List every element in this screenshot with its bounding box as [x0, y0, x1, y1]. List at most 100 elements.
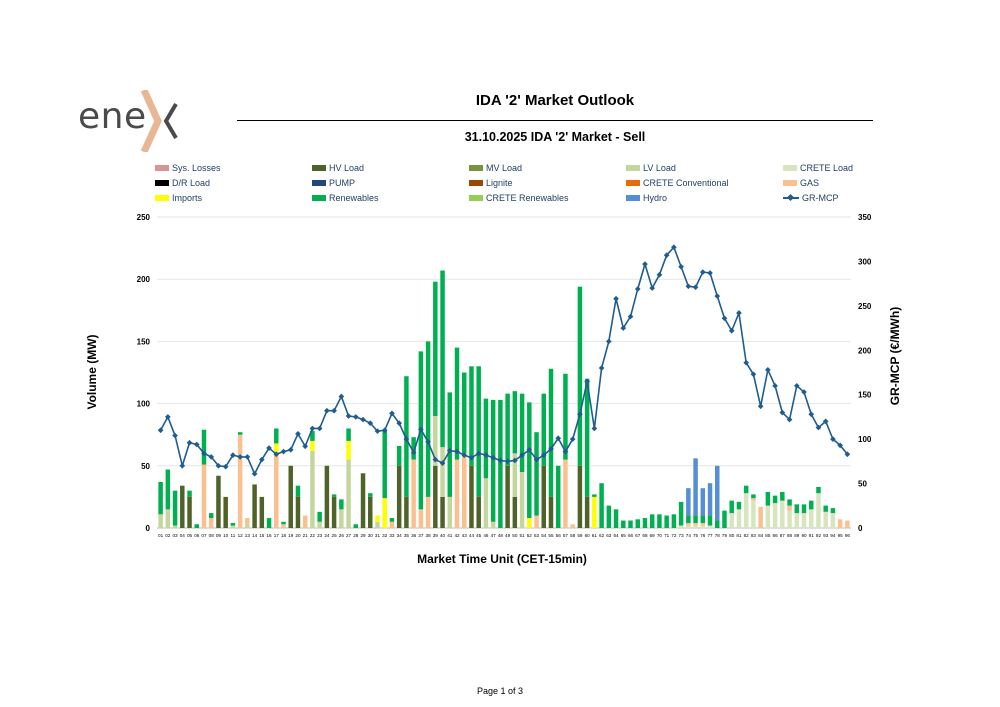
mcp-point — [786, 416, 793, 423]
legend-swatch-lv-load — [626, 165, 640, 171]
bar-segment — [382, 498, 387, 528]
x-tick-label: 56 — [556, 533, 562, 538]
x-tick-label: 71 — [664, 533, 670, 538]
x-tick-label: 11 — [231, 533, 236, 538]
x-tick-label: 77 — [707, 533, 713, 538]
x-tick-label: 32 — [382, 533, 388, 538]
bar-segment — [447, 496, 453, 528]
x-tick-label: 23 — [317, 533, 323, 538]
bar-segment — [707, 515, 713, 526]
y-axis-label: Volume (MW) — [85, 334, 99, 409]
x-tick-label: 37 — [418, 533, 424, 538]
bar-segment — [194, 524, 200, 528]
y2-tick-label: 300 — [858, 257, 872, 266]
bar-segment — [245, 518, 250, 525]
mcp-point — [815, 424, 822, 431]
x-tick-label: 75 — [693, 533, 699, 538]
bar-segment — [274, 443, 279, 454]
bar-segment — [765, 491, 771, 506]
mcp-point — [765, 367, 771, 373]
bar-segment — [172, 490, 178, 526]
y2-tick-label: 200 — [858, 346, 872, 355]
bar-segment — [621, 520, 626, 528]
bar-segment — [592, 494, 597, 497]
legend-line-gr-mcp — [783, 195, 799, 201]
mcp-point — [699, 269, 706, 275]
bar-segment — [671, 514, 677, 528]
bar-segment — [404, 496, 409, 528]
bar-segment — [440, 496, 445, 528]
mcp-point — [316, 425, 323, 432]
mcp-point — [685, 283, 692, 290]
x-tick-label: 16 — [266, 533, 272, 538]
x-tick-label: 40 — [440, 533, 446, 538]
x-tick-label: 13 — [245, 533, 251, 538]
y-tick-label: 50 — [141, 462, 150, 471]
y-tick-label: 200 — [137, 275, 151, 284]
legend-label: CRETE Load — [800, 163, 854, 173]
legend-mv-load: MV Load — [469, 163, 522, 173]
x-tick-label: 88 — [787, 533, 793, 538]
x-tick-label: 89 — [794, 533, 800, 538]
mcp-point — [273, 451, 280, 458]
x-tick-label: 34 — [397, 533, 403, 538]
bar-segment — [389, 518, 395, 522]
bar-segment — [230, 525, 236, 528]
bar-segment — [715, 465, 720, 521]
mcp-point — [201, 450, 207, 457]
x-tick-label: 72 — [671, 533, 677, 538]
y2-tick-label: 100 — [858, 435, 872, 444]
bar-segment — [368, 493, 373, 497]
bar-segment — [772, 503, 778, 528]
bar-segment — [187, 496, 192, 528]
mcp-point — [389, 410, 395, 417]
x-tick-label: 09 — [216, 533, 222, 538]
legend-sys-losses: Sys. Losses — [155, 163, 221, 173]
legend-hydro: Hydro — [626, 193, 667, 203]
mcp-point — [736, 310, 742, 316]
bar-segment — [223, 496, 228, 528]
bar-segment — [281, 521, 286, 525]
bar-segment — [541, 393, 547, 466]
bar-segment — [751, 494, 756, 499]
bar-segment — [469, 465, 474, 528]
bar-segment — [592, 496, 597, 528]
x-tick-label: 66 — [628, 533, 634, 538]
bar-segment — [454, 459, 460, 528]
bar-segment — [700, 523, 706, 526]
bar-segment — [346, 428, 351, 441]
bar-segment — [288, 465, 293, 528]
legend-renewables: Renewables — [312, 193, 379, 203]
bar-segment — [382, 429, 387, 499]
bar-segment — [317, 511, 322, 522]
x-tick-label: 31 — [375, 533, 381, 538]
x-tick-label: 43 — [462, 533, 468, 538]
bar-segment — [389, 521, 395, 528]
legend-hv-load: HV Load — [312, 163, 364, 173]
mcp-point — [360, 416, 366, 423]
bar-segment — [433, 465, 438, 528]
bar-segment — [794, 504, 800, 514]
x-tick-label: 21 — [303, 533, 309, 538]
x-tick-label: 58 — [570, 533, 576, 538]
legend-label: Lignite — [486, 178, 513, 188]
legend-swatch-renewables — [312, 195, 326, 201]
mcp-point — [287, 446, 294, 453]
bar-segment — [801, 504, 807, 514]
mcp-point — [598, 365, 605, 371]
x-tick-label: 19 — [288, 533, 294, 538]
legend-swatch-crete-load — [783, 165, 797, 171]
mcp-point — [295, 430, 301, 437]
mcp-point — [692, 284, 699, 291]
bar-segment — [837, 519, 843, 528]
bar-segment — [454, 347, 460, 460]
legend-label: Hydro — [643, 193, 668, 203]
bar-segment — [541, 465, 547, 528]
chart-subtitle: 31.10.2025 IDA '2' Market - Sell — [464, 130, 646, 144]
y-tick-label: 0 — [146, 524, 151, 533]
bar-segment — [490, 399, 496, 522]
bar-segment — [693, 515, 698, 524]
x-tick-label: 91 — [809, 533, 815, 538]
mcp-line — [159, 245, 849, 476]
mcp-point — [410, 449, 417, 456]
